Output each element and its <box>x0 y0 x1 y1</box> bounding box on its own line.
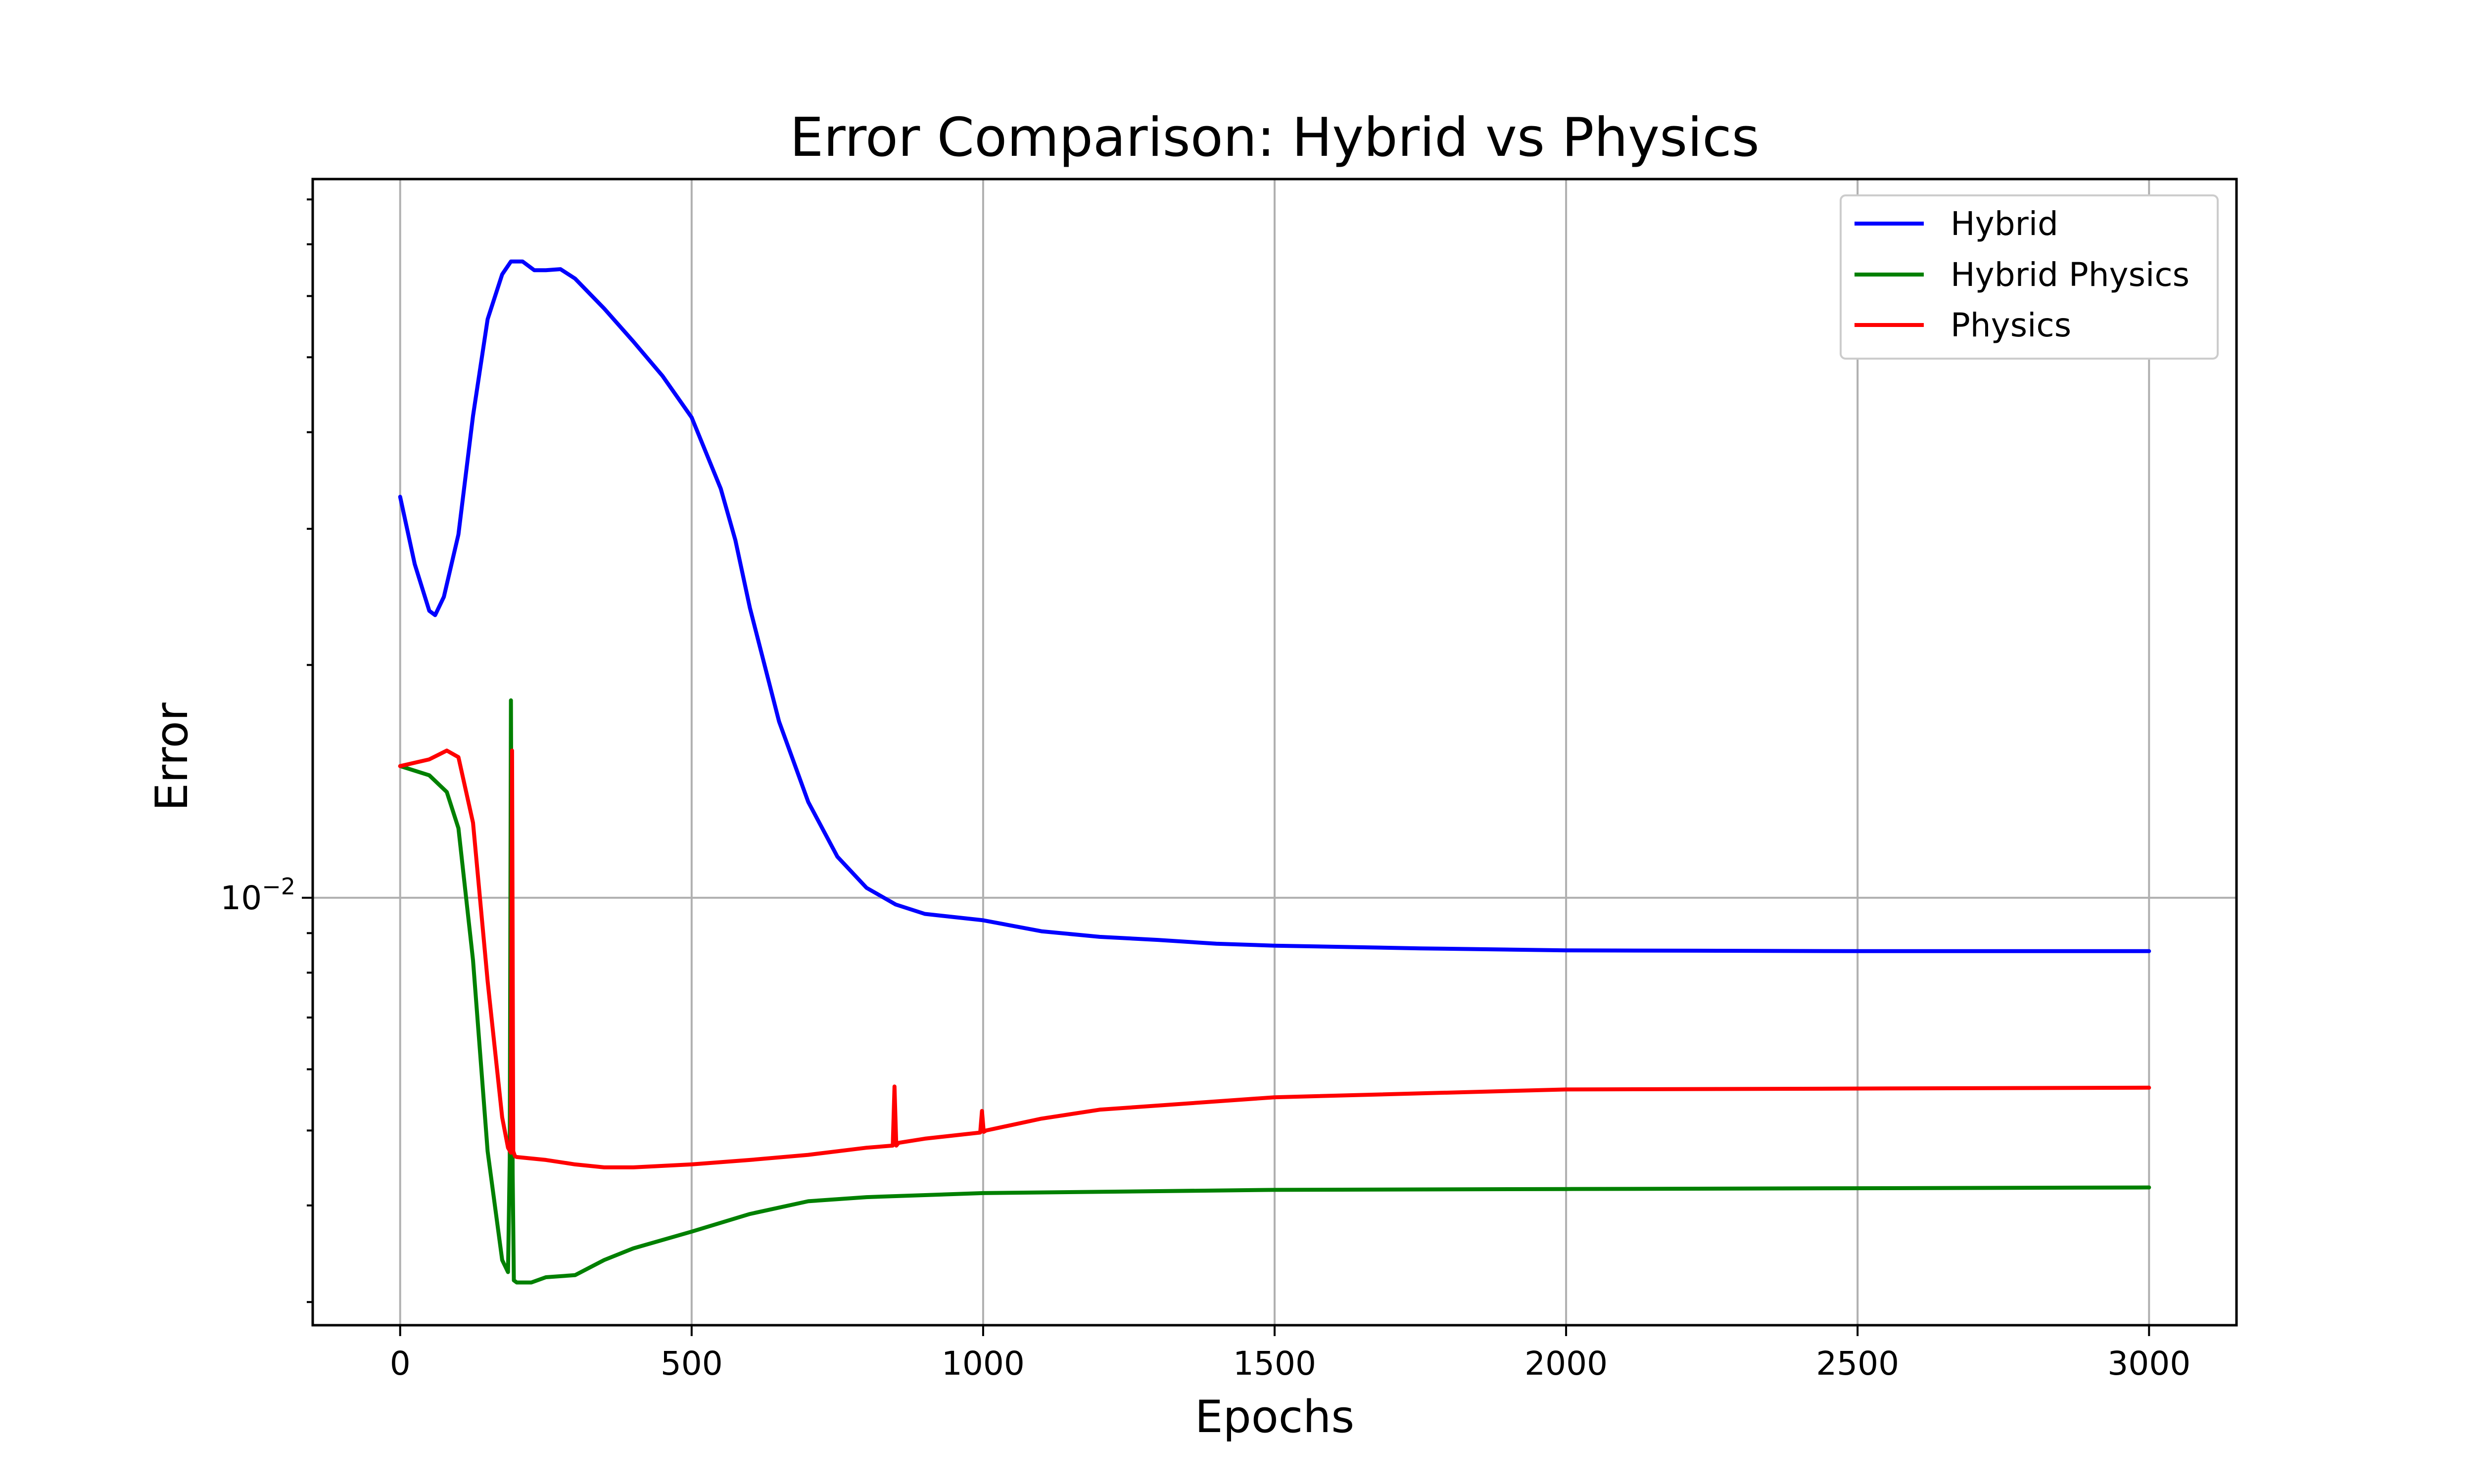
x-tick-label: 3000 <box>2107 1345 2190 1383</box>
x-tick-label: 1000 <box>942 1345 1025 1383</box>
y-axis-label: Error <box>146 702 198 811</box>
axis-ticks: 0 500 1000 1500 2000 2500 3000 10−2 <box>220 198 2190 1383</box>
grid-lines <box>313 179 2236 1325</box>
x-tick-label: 1500 <box>1233 1345 1316 1383</box>
series-lines <box>398 259 2151 1285</box>
legend-label-physics: Physics <box>1951 306 2071 344</box>
series-line-physics <box>398 748 2151 1169</box>
x-tick-label: 0 <box>390 1345 411 1383</box>
legend-label-hybrid-physics: Hybrid Physics <box>1951 256 2189 294</box>
x-tick-label: 500 <box>661 1345 723 1383</box>
x-tick-label: 2000 <box>1524 1345 1608 1383</box>
x-axis-label: Epochs <box>1195 1391 1354 1443</box>
series-line-hybrid-physics <box>398 698 2151 1285</box>
legend-label-hybrid: Hybrid <box>1951 205 2058 243</box>
chart-title: Error Comparison: Hybrid vs Physics <box>790 107 1760 169</box>
legend: Hybrid Hybrid Physics Physics <box>1840 194 2219 360</box>
y-tick-label: 10−2 <box>220 873 295 917</box>
series-line-hybrid <box>398 259 2151 953</box>
x-tick-label: 2500 <box>1816 1345 1899 1383</box>
legend-box <box>1840 194 2219 360</box>
